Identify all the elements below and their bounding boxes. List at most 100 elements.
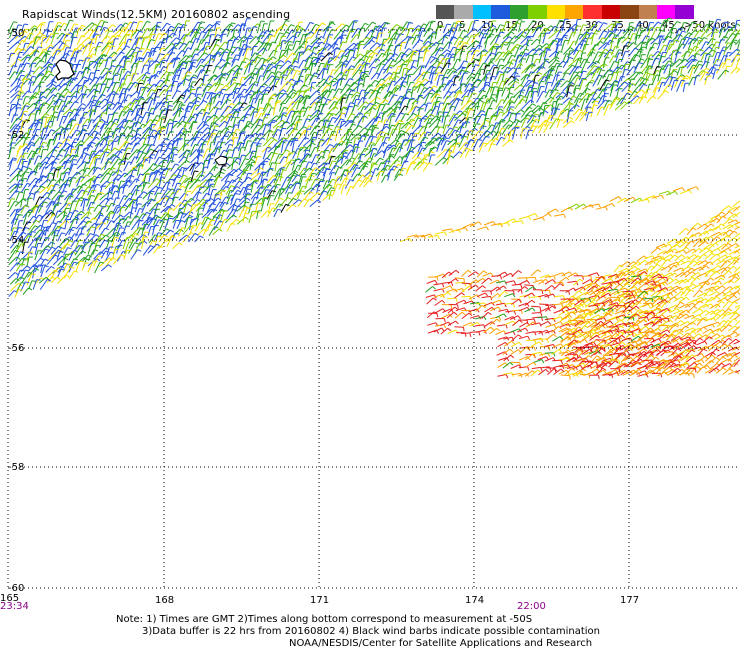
wind-barb bbox=[416, 83, 422, 93]
wind-barb-flag bbox=[369, 84, 374, 87]
wind-barb-flag bbox=[351, 113, 356, 116]
wind-barb-flag bbox=[308, 48, 312, 52]
wind-barb bbox=[340, 48, 348, 58]
wind-barb bbox=[658, 19, 666, 32]
wind-barb-flag bbox=[483, 102, 488, 104]
wind-barb bbox=[579, 58, 585, 68]
wind-barb-flag bbox=[217, 51, 222, 54]
wind-barb bbox=[262, 63, 270, 76]
wind-barb-flag bbox=[409, 27, 414, 30]
wind-barb-flag bbox=[14, 114, 19, 116]
wind-barb bbox=[245, 38, 249, 50]
wind-barb-flag bbox=[182, 61, 188, 65]
wind-barb-flag bbox=[75, 90, 80, 94]
wind-barb-flag bbox=[440, 85, 445, 88]
wind-barb bbox=[310, 82, 313, 92]
wind-barb bbox=[321, 69, 325, 80]
wind-barb bbox=[261, 33, 270, 45]
wind-barb-flag bbox=[413, 112, 418, 116]
wind-barb bbox=[501, 36, 510, 44]
wind-barb-flag bbox=[689, 37, 694, 40]
wind-barb bbox=[70, 51, 76, 61]
wind-barb-flag bbox=[96, 136, 100, 140]
wind-barb bbox=[273, 45, 278, 56]
wind-barb bbox=[106, 114, 110, 124]
wind-barb bbox=[160, 22, 168, 32]
wind-barb-flag bbox=[569, 116, 574, 120]
wind-barb-flag bbox=[66, 142, 71, 146]
wind-barb-flag bbox=[170, 25, 175, 29]
wind-barb bbox=[394, 66, 399, 76]
wind-barb-flag bbox=[90, 41, 95, 45]
wind-barb-flag bbox=[541, 23, 546, 27]
wind-barb-flag bbox=[483, 62, 488, 65]
wind-barb-flag bbox=[478, 44, 483, 48]
wind-barb-flag bbox=[288, 66, 293, 70]
wind-barb-flag bbox=[118, 158, 123, 161]
wind-barb bbox=[244, 151, 251, 158]
wind-barb-flag bbox=[495, 122, 500, 124]
wind-barb bbox=[370, 26, 376, 38]
wind-barb bbox=[423, 27, 430, 38]
wind-barb bbox=[686, 58, 695, 69]
wind-barb bbox=[266, 71, 272, 80]
wind-barb-flag bbox=[500, 73, 505, 76]
wind-barb-flag bbox=[634, 47, 639, 51]
wind-barb-flag bbox=[454, 126, 459, 129]
wind-barb bbox=[676, 38, 683, 51]
wind-barb bbox=[45, 87, 54, 99]
wind-barb-flag bbox=[27, 54, 32, 58]
wind-barb bbox=[538, 33, 542, 44]
wind-barb-flag bbox=[661, 38, 666, 41]
wind-barb bbox=[147, 28, 155, 38]
wind-barb bbox=[256, 20, 262, 34]
wind-barb-flag bbox=[244, 158, 250, 161]
wind-barb-flag bbox=[57, 84, 62, 88]
wind-barb bbox=[51, 48, 58, 58]
wind-barb-flag bbox=[641, 41, 646, 45]
wind-barb bbox=[320, 43, 327, 55]
wind-barb-flag bbox=[514, 46, 519, 49]
wind-barb bbox=[718, 55, 725, 67]
wind-barb-flag bbox=[51, 56, 56, 59]
wind-barb bbox=[88, 46, 94, 56]
wind-barb bbox=[580, 61, 587, 73]
wind-barb-flag bbox=[295, 60, 299, 64]
wind-barb bbox=[628, 47, 636, 57]
wind-barb-flag bbox=[708, 46, 713, 50]
wind-barb bbox=[662, 84, 669, 93]
wind-barb-flag bbox=[609, 51, 614, 54]
wind-barb bbox=[80, 94, 84, 104]
wind-barb-flag bbox=[446, 140, 451, 142]
wind-barb-flag bbox=[272, 62, 277, 65]
wind-barb-flag bbox=[321, 22, 326, 26]
wind-barb bbox=[434, 72, 439, 82]
wind-barb-flag bbox=[549, 121, 554, 124]
wind-barb-flag bbox=[191, 92, 196, 95]
wind-barb-flag bbox=[370, 49, 375, 54]
wind-barb bbox=[153, 70, 159, 80]
wind-barb-flag bbox=[691, 58, 696, 62]
wind-barb-flag bbox=[474, 58, 480, 61]
wind-barb bbox=[615, 64, 623, 73]
wind-barb bbox=[494, 71, 500, 80]
wind-barb bbox=[368, 105, 374, 117]
wind-barb bbox=[28, 25, 35, 32]
wind-barb-flag bbox=[669, 40, 674, 42]
wind-barb-flag bbox=[35, 48, 40, 52]
wind-barb bbox=[482, 82, 486, 92]
wind-barb-flag bbox=[393, 94, 398, 97]
wind-barb bbox=[28, 63, 33, 76]
wind-barb bbox=[123, 21, 131, 33]
wind-barb-flag bbox=[591, 98, 596, 101]
wind-barb bbox=[220, 99, 228, 110]
wind-barb-flag bbox=[57, 25, 62, 28]
wind-barb bbox=[633, 62, 640, 73]
wind-barb bbox=[284, 41, 290, 50]
wind-barb bbox=[620, 69, 626, 82]
wind-barb-flag bbox=[655, 57, 660, 60]
wind-barb bbox=[106, 82, 114, 93]
wind-barb-flag bbox=[520, 109, 525, 113]
wind-barb bbox=[93, 54, 104, 63]
wind-barb bbox=[483, 65, 487, 75]
